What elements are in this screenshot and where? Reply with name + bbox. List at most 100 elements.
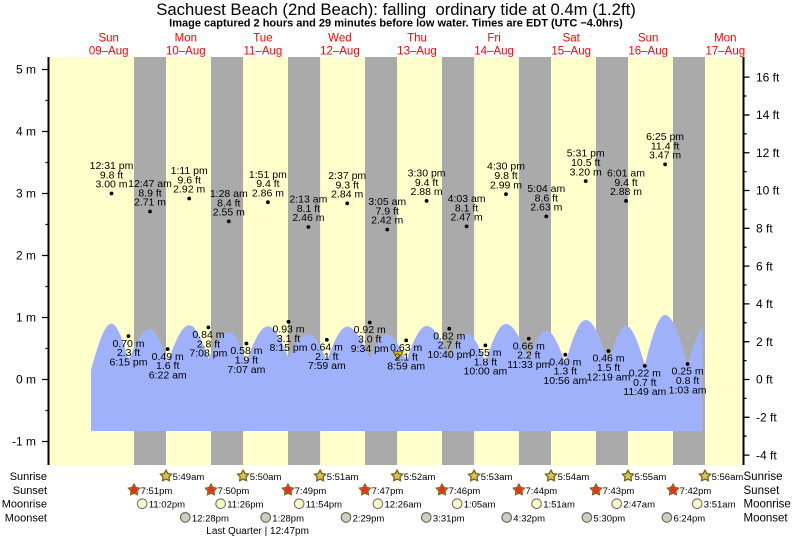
- svg-text:0.8 ft: 0.8 ft: [676, 375, 699, 387]
- svg-text:1.9 ft: 1.9 ft: [235, 355, 258, 367]
- svg-text:6:22 am: 6:22 am: [149, 369, 187, 381]
- svg-text:6 ft: 6 ft: [756, 259, 773, 273]
- svg-text:7:59 am: 7:59 am: [308, 360, 346, 372]
- svg-text:5:55am: 5:55am: [635, 472, 667, 483]
- svg-text:3.0 ft: 3.0 ft: [358, 334, 381, 346]
- svg-text:3.20 m: 3.20 m: [570, 166, 602, 178]
- svg-text:14 ft: 14 ft: [756, 108, 780, 122]
- svg-text:12:47 am: 12:47 am: [128, 178, 172, 190]
- svg-text:12:31 pm: 12:31 pm: [90, 160, 134, 172]
- svg-text:2.8 ft: 2.8 ft: [197, 338, 220, 350]
- svg-text:3.00 m: 3.00 m: [95, 179, 127, 191]
- svg-text:0 m: 0 m: [16, 373, 36, 387]
- svg-text:0.63 m: 0.63 m: [390, 342, 422, 354]
- svg-text:2.88 m: 2.88 m: [411, 186, 443, 198]
- svg-text:0.92 m: 0.92 m: [354, 324, 386, 336]
- svg-text:2.88 m: 2.88 m: [610, 186, 642, 198]
- svg-text:3:51am: 3:51am: [704, 500, 736, 511]
- svg-text:9.4 ft: 9.4 ft: [614, 177, 637, 189]
- svg-text:7:08 pm: 7:08 pm: [189, 348, 227, 360]
- svg-text:-4 ft: -4 ft: [756, 448, 777, 462]
- svg-text:7:51pm: 7:51pm: [141, 486, 173, 497]
- svg-text:Thu: Thu: [407, 33, 427, 45]
- svg-text:Image captured 2 hours and 29: Image captured 2 hours and 29 minutes be…: [169, 18, 623, 30]
- svg-text:2.1 ft: 2.1 ft: [315, 351, 338, 363]
- svg-text:10:40 pm: 10:40 pm: [427, 349, 471, 361]
- svg-text:Sat: Sat: [563, 33, 581, 45]
- svg-text:2.3 ft: 2.3 ft: [117, 347, 140, 359]
- svg-text:Moonset: Moonset: [744, 512, 789, 524]
- svg-text:11:33 pm: 11:33 pm: [507, 359, 550, 371]
- svg-text:11–Aug: 11–Aug: [244, 45, 283, 57]
- svg-text:2.1 ft: 2.1 ft: [395, 351, 418, 363]
- svg-text:Last Quarter | 12:47pm: Last Quarter | 12:47pm: [206, 526, 309, 537]
- svg-text:9.8 ft: 9.8 ft: [100, 169, 123, 181]
- svg-text:4:03 am: 4:03 am: [448, 193, 486, 205]
- svg-text:1.5 ft: 1.5 ft: [597, 362, 620, 374]
- svg-text:5:04 am: 5:04 am: [527, 183, 565, 195]
- svg-text:2.99 m: 2.99 m: [490, 179, 522, 191]
- svg-text:2.63 m: 2.63 m: [530, 202, 562, 214]
- svg-text:1:05am: 1:05am: [464, 500, 496, 511]
- svg-text:10:56 am: 10:56 am: [543, 375, 587, 387]
- svg-text:0.49 m: 0.49 m: [152, 351, 184, 363]
- svg-text:2 ft: 2 ft: [756, 335, 773, 349]
- svg-text:13–Aug: 13–Aug: [397, 45, 437, 57]
- svg-text:2:47am: 2:47am: [623, 500, 655, 511]
- svg-text:7:43pm: 7:43pm: [603, 486, 635, 497]
- svg-text:5:49am: 5:49am: [173, 472, 205, 483]
- svg-text:7:47pm: 7:47pm: [372, 486, 404, 497]
- svg-text:1.3 ft: 1.3 ft: [554, 366, 577, 378]
- svg-text:1:51 pm: 1:51 pm: [249, 169, 287, 181]
- svg-text:12:19 am: 12:19 am: [587, 371, 631, 383]
- svg-text:14–Aug: 14–Aug: [474, 45, 514, 57]
- svg-text:9.6 ft: 9.6 ft: [178, 174, 201, 186]
- svg-text:9.4 ft: 9.4 ft: [256, 178, 279, 190]
- svg-text:3.1 ft: 3.1 ft: [277, 333, 300, 345]
- svg-text:7:44pm: 7:44pm: [526, 486, 558, 497]
- svg-text:6:24pm: 6:24pm: [674, 513, 706, 524]
- svg-text:0.46 m: 0.46 m: [592, 353, 624, 365]
- svg-text:12:28pm: 12:28pm: [192, 513, 229, 524]
- svg-text:2:37 pm: 2:37 pm: [328, 170, 366, 182]
- svg-text:12:26am: 12:26am: [385, 500, 422, 511]
- svg-text:5:53am: 5:53am: [481, 472, 513, 483]
- svg-text:Sun: Sun: [98, 33, 118, 45]
- svg-text:9:34 pm: 9:34 pm: [351, 343, 389, 355]
- svg-text:2:13 am: 2:13 am: [289, 194, 327, 206]
- svg-text:12 ft: 12 ft: [756, 146, 780, 160]
- svg-text:1:28 am: 1:28 am: [210, 188, 248, 200]
- svg-text:8.6 ft: 8.6 ft: [535, 192, 558, 204]
- svg-text:7:46pm: 7:46pm: [449, 486, 481, 497]
- svg-text:6:25 pm: 6:25 pm: [646, 131, 684, 143]
- svg-text:1:51am: 1:51am: [543, 500, 575, 511]
- svg-text:1:28pm: 1:28pm: [272, 513, 304, 524]
- svg-text:2.86 m: 2.86 m: [252, 187, 284, 199]
- svg-text:0.93 m: 0.93 m: [272, 324, 304, 336]
- svg-text:1:03 am: 1:03 am: [669, 384, 707, 396]
- svg-text:2.92 m: 2.92 m: [173, 184, 205, 196]
- svg-text:3.47 m: 3.47 m: [649, 150, 681, 162]
- svg-text:0.58 m: 0.58 m: [230, 345, 262, 357]
- svg-text:1 m: 1 m: [16, 311, 36, 325]
- svg-text:1.8 ft: 1.8 ft: [474, 356, 497, 368]
- svg-text:11:49 am: 11:49 am: [623, 386, 666, 398]
- svg-text:Sun: Sun: [638, 33, 658, 45]
- svg-text:Sachuest Beach (2nd Beach): fa: Sachuest Beach (2nd Beach): falling ordi…: [156, 0, 636, 19]
- svg-text:0.66 m: 0.66 m: [513, 340, 545, 352]
- svg-text:0.82 m: 0.82 m: [433, 330, 465, 342]
- svg-text:11:26pm: 11:26pm: [227, 500, 263, 511]
- svg-text:Moonrise: Moonrise: [744, 499, 791, 511]
- svg-text:Mon: Mon: [175, 33, 197, 45]
- svg-text:3:30 pm: 3:30 pm: [408, 168, 446, 180]
- svg-text:9.8 ft: 9.8 ft: [494, 170, 517, 182]
- svg-text:8.9 ft: 8.9 ft: [138, 187, 161, 199]
- svg-text:2.55 m: 2.55 m: [213, 207, 245, 219]
- svg-text:9.4 ft: 9.4 ft: [415, 177, 438, 189]
- svg-text:Moonset: Moonset: [5, 512, 47, 524]
- svg-text:10–Aug: 10–Aug: [166, 45, 206, 57]
- svg-text:Wed: Wed: [328, 33, 351, 45]
- svg-text:6:15 pm: 6:15 pm: [110, 356, 148, 368]
- svg-text:5:56am: 5:56am: [712, 472, 744, 483]
- svg-text:Sunset: Sunset: [744, 485, 781, 497]
